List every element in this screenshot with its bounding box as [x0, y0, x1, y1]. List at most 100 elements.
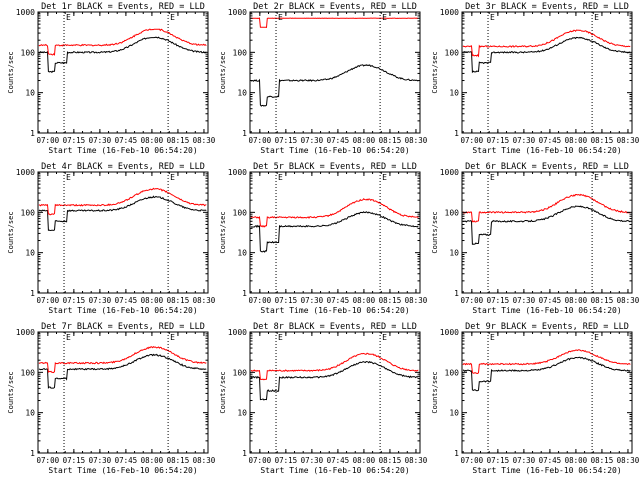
marker-label: E — [594, 333, 599, 342]
series-events-line — [38, 353, 207, 389]
y-tick-label: 10 — [449, 409, 459, 418]
x-tick-label: 08:30 — [617, 456, 640, 465]
y-tick-label: 100 — [445, 48, 460, 57]
x-tick-label: 07:15 — [63, 136, 86, 145]
x-tick-label: 08:15 — [591, 136, 614, 145]
x-tick-label: 08:30 — [405, 136, 428, 145]
panel-title: Det 7r BLACK = Events, RED = LLD — [41, 322, 205, 332]
x-tick-label: 08:30 — [193, 136, 216, 145]
marker-label: E — [594, 13, 599, 22]
plot-frame — [461, 11, 633, 134]
x-tick-label: 08:30 — [193, 296, 216, 305]
x-tick-label: 07:15 — [487, 456, 510, 465]
y-tick-label: 1000 — [228, 168, 247, 177]
y-tick-label: 1 — [242, 449, 247, 458]
x-tick-label: 08:00 — [141, 136, 164, 145]
y-tick-label: 10 — [449, 89, 459, 98]
x-tick-label: 07:30 — [89, 136, 112, 145]
series-events-line — [462, 356, 631, 392]
y-tick-label: 1000 — [16, 328, 35, 337]
plot-frame — [249, 171, 421, 294]
x-tick-label: 07:45 — [327, 456, 350, 465]
x-tick-label: 07:45 — [115, 456, 138, 465]
x-axis-label: Start Time (16-Feb-10 06:54:20) — [48, 466, 197, 475]
marker-label: E — [66, 173, 71, 182]
y-tick-label: 1 — [454, 289, 459, 298]
x-tick-label: 08:15 — [167, 136, 190, 145]
y-tick-label: 1 — [30, 449, 35, 458]
x-tick-label: 07:30 — [89, 456, 112, 465]
y-tick-label: 100 — [21, 368, 36, 377]
y-tick-label: 1 — [30, 289, 35, 298]
x-tick-label: 07:15 — [487, 296, 510, 305]
y-tick-label: 1000 — [228, 8, 247, 17]
series-events-line — [250, 360, 419, 401]
x-tick-label: 08:15 — [591, 456, 614, 465]
y-tick-label: 1000 — [440, 168, 459, 177]
series-lld-line — [38, 346, 207, 374]
marker-label: E — [66, 13, 71, 22]
x-tick-label: 07:00 — [37, 136, 60, 145]
marker-label: E — [490, 333, 495, 342]
x-tick-label: 08:15 — [167, 456, 190, 465]
y-tick-label: 1000 — [16, 8, 35, 17]
marker-label: E — [382, 13, 387, 22]
x-tick-label: 08:15 — [379, 456, 402, 465]
x-tick-label: 08:30 — [405, 296, 428, 305]
x-tick-label: 08:00 — [565, 296, 588, 305]
panel-title: Det 8r BLACK = Events, RED = LLD — [253, 322, 417, 332]
x-tick-label: 07:15 — [275, 296, 298, 305]
x-axis-label: Start Time (16-Feb-10 06:54:20) — [472, 306, 621, 315]
x-tick-label: 08:00 — [141, 456, 164, 465]
y-tick-label: 1000 — [440, 328, 459, 337]
y-tick-label: 10 — [237, 409, 247, 418]
marker-label: E — [490, 13, 495, 22]
x-tick-label: 07:30 — [301, 136, 324, 145]
x-tick-label: 07:45 — [539, 136, 562, 145]
x-tick-label: 07:45 — [539, 296, 562, 305]
y-tick-label: 1000 — [228, 328, 247, 337]
y-tick-label: 10 — [237, 249, 247, 258]
series-events-line — [462, 36, 631, 74]
series-lld-line — [462, 193, 631, 223]
y-axis-label: Counts/sec — [7, 371, 15, 413]
y-tick-label: 100 — [233, 368, 248, 377]
y-tick-label: 1 — [454, 129, 459, 138]
x-tick-label: 08:30 — [617, 296, 640, 305]
x-tick-label: 07:45 — [539, 456, 562, 465]
x-tick-label: 08:00 — [353, 296, 376, 305]
plot-frame — [461, 331, 633, 454]
x-tick-label: 07:00 — [249, 456, 272, 465]
y-tick-label: 10 — [25, 249, 35, 258]
y-axis-label: Counts/sec — [219, 371, 227, 413]
series-lld-line — [250, 198, 419, 228]
x-tick-label: 07:15 — [275, 136, 298, 145]
marker-label: E — [382, 333, 387, 342]
series-events-line — [38, 195, 207, 232]
marker-label: E — [490, 173, 495, 182]
y-tick-label: 1000 — [16, 168, 35, 177]
y-tick-label: 1 — [242, 129, 247, 138]
series-lld-line — [462, 349, 631, 375]
panel-title: Det 2r BLACK = Events, RED = LLD — [253, 2, 417, 12]
marker-label: E — [278, 13, 283, 22]
y-tick-label: 10 — [25, 409, 35, 418]
x-tick-label: 08:15 — [379, 296, 402, 305]
y-axis-label: Counts/sec — [7, 211, 15, 253]
x-tick-label: 08:30 — [617, 136, 640, 145]
x-tick-label: 07:15 — [275, 456, 298, 465]
series-lld-line — [38, 187, 207, 216]
y-tick-label: 1 — [454, 449, 459, 458]
x-axis-label: Start Time (16-Feb-10 06:54:20) — [472, 466, 621, 475]
y-axis-label: Counts/sec — [219, 211, 227, 253]
y-tick-label: 10 — [25, 89, 35, 98]
x-tick-label: 07:00 — [249, 296, 272, 305]
